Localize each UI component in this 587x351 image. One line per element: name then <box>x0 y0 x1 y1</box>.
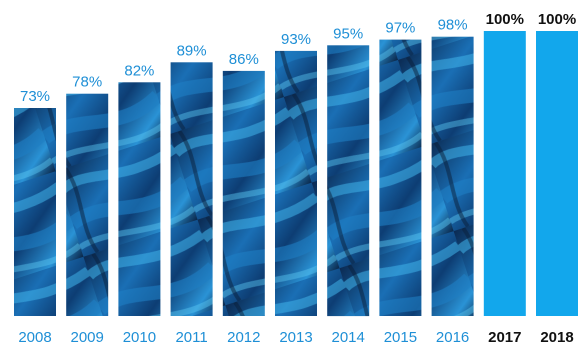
category-label-2017: 2017 <box>488 329 521 346</box>
category-label-2018: 2018 <box>540 329 573 346</box>
value-label-2012: 86% <box>229 51 259 68</box>
bar-2012 <box>222 70 265 317</box>
value-label-2010: 82% <box>124 62 154 79</box>
value-label-2009: 78% <box>72 74 102 91</box>
bar-2011 <box>170 62 213 316</box>
value-label-2011: 89% <box>177 42 207 59</box>
bar-2016 <box>431 36 474 316</box>
bars-group <box>14 31 578 317</box>
bar-2009 <box>66 93 109 316</box>
category-label-2016: 2016 <box>436 329 469 346</box>
value-label-2013: 93% <box>281 31 311 48</box>
bar-2008 <box>14 108 56 316</box>
category-label-2012: 2012 <box>227 329 260 346</box>
value-label-2014: 95% <box>333 25 363 42</box>
category-label-2009: 2009 <box>71 329 104 346</box>
value-label-2018: 100% <box>538 11 576 28</box>
category-label-2013: 2013 <box>279 329 312 346</box>
value-label-2017: 100% <box>486 11 524 28</box>
category-label-2011: 2011 <box>175 329 207 346</box>
value-label-2015: 97% <box>385 20 415 37</box>
category-label-2008: 2008 <box>18 329 51 346</box>
category-labels-group: 2008 2009 2010 2011 2012 2013 2014 2015 2016 2017… <box>18 329 573 346</box>
category-label-2015: 2015 <box>384 329 417 346</box>
bar-2013 <box>275 50 317 317</box>
bar-2017 <box>483 31 526 316</box>
category-label-2010: 2010 <box>123 329 156 346</box>
category-label-2014: 2014 <box>332 329 365 346</box>
bar-2010 <box>118 82 161 316</box>
value-labels-group: 73% 78% 82% 89% 86% 93% 95% 97% 98% 100% 100% <box>20 11 576 105</box>
bar-2014 <box>327 45 370 317</box>
bar-2018 <box>536 31 578 316</box>
bar-2015 <box>379 39 422 316</box>
value-label-2008: 73% <box>20 88 50 105</box>
value-label-2016: 98% <box>438 17 468 34</box>
